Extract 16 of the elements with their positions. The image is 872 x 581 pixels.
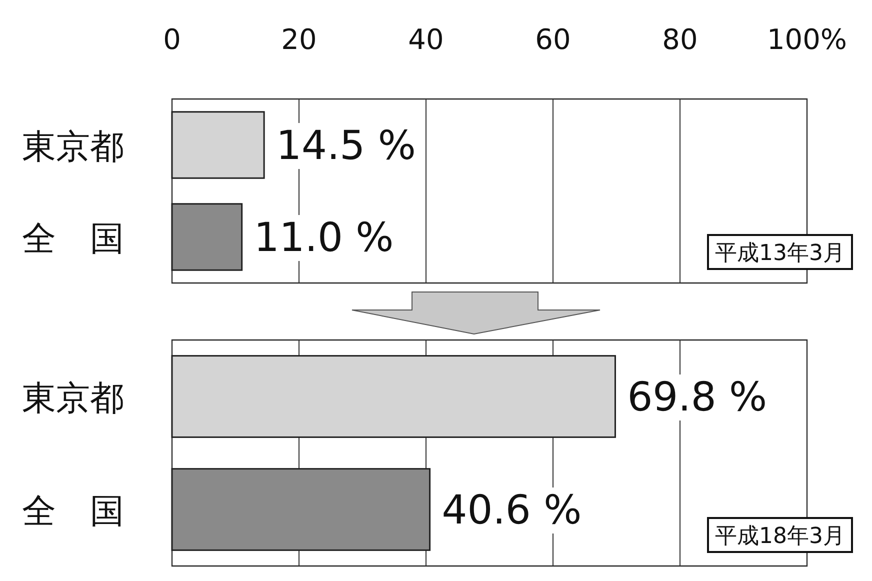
annotation: 平成18年3月 [715, 524, 845, 549]
data-label: 14.5 % [276, 123, 416, 169]
y-tick-label: 東京都 [22, 378, 124, 418]
y-tick-label: 東京都 [22, 127, 124, 167]
data-label: 69.8 % [627, 374, 768, 420]
x-tick-label: 40 [408, 23, 444, 56]
x-tick-label: 100% [766, 23, 848, 56]
y-tick-label: 全 国 [22, 492, 124, 532]
annotation: 平成13年3月 [715, 241, 845, 266]
x-tick-label: 0 [163, 23, 181, 56]
data-label: 40.6 % [442, 488, 582, 534]
x-tick-label: 80 [662, 23, 698, 56]
x-tick-label: 20 [281, 23, 317, 56]
data-label: 11.0 % [254, 215, 394, 261]
x-tick-label: 60 [535, 23, 571, 56]
y-tick-label: 全 国 [22, 219, 124, 259]
